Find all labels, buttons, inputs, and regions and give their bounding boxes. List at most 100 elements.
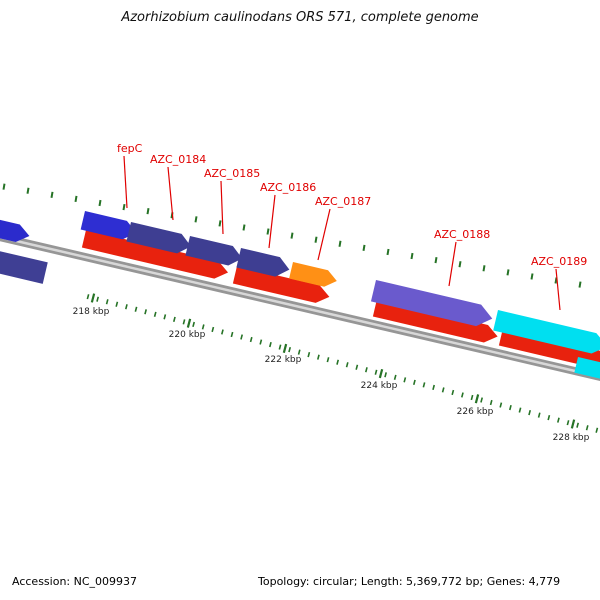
ruler-tick — [338, 240, 342, 247]
ruler-tick — [194, 216, 198, 223]
ruler-tick — [86, 294, 90, 300]
ruler-tick — [578, 281, 582, 288]
leader-AZC_0185 — [220, 180, 224, 235]
ruler-tick — [163, 314, 167, 320]
ruler-tick — [451, 389, 455, 396]
gene-arrow-fepC[interactable] — [80, 211, 139, 242]
gene-arrow-partial-right[interactable] — [574, 357, 600, 386]
gene-track-arrow[interactable] — [81, 230, 230, 281]
scale-label-218: 218 kbp — [73, 307, 110, 317]
ruler-tick — [434, 256, 438, 264]
ruler-tick — [422, 382, 426, 388]
ruler-tick — [480, 397, 484, 403]
ruler-tick — [146, 208, 150, 215]
gene-arrow-AZC_0188[interactable] — [370, 280, 495, 329]
scale-labels: 218 kbp 220 kbp 222 kbp 224 kbp 226 kbp … — [73, 307, 590, 443]
ruler-tick — [268, 341, 272, 348]
ruler-tick — [336, 359, 340, 365]
ruler-tick — [220, 329, 224, 335]
ruler-tick — [386, 248, 390, 256]
scale-label-224: 224 kbp — [361, 381, 398, 391]
ruler-tick — [518, 407, 522, 413]
genome-title: Azorhizobium caulinodans ORS 571, comple… — [120, 10, 478, 25]
gene-arrow-partial-left-bottom[interactable] — [0, 243, 48, 284]
leader-fepC — [123, 155, 128, 209]
gene-label-AZC_0184[interactable]: AZC_0184 — [150, 153, 206, 166]
ruler-tick — [460, 392, 464, 398]
cds-track — [0, 211, 600, 357]
leader-AZC_0186 — [268, 194, 276, 249]
ruler-tick — [2, 183, 6, 190]
ruler-tick — [288, 346, 292, 353]
ruler-tick — [393, 374, 397, 380]
ruler-tick — [240, 334, 244, 340]
scale-label-226: 226 kbp — [457, 407, 494, 417]
ruler-tick — [172, 316, 176, 322]
genome-backbone — [0, 233, 600, 381]
ruler-tick — [508, 404, 512, 411]
ruler-tick — [153, 311, 157, 317]
gene-arrow-AZC_0186[interactable] — [236, 248, 291, 279]
ruler-tick — [374, 369, 378, 375]
scale-label-220: 220 kbp — [169, 330, 206, 340]
gene-label-fepC[interactable]: fepC — [117, 142, 143, 155]
ruler-tick — [412, 379, 416, 385]
ruler-tick — [249, 336, 253, 343]
ruler-tick — [326, 357, 330, 363]
ruler-tick — [595, 427, 599, 433]
ruler-tick — [134, 306, 138, 312]
ruler-tick — [26, 187, 30, 194]
ruler-tick — [506, 269, 510, 276]
ruler-tick — [282, 343, 288, 354]
ruler-tick — [105, 299, 109, 305]
status-bar: Accession: NC_009937 Topology: circular;… — [0, 573, 600, 593]
ruler-tick — [230, 331, 234, 338]
scale-label-222: 222 kbp — [265, 355, 302, 365]
gene-track-arrow[interactable] — [372, 299, 500, 345]
gene-arrow-AZC_0185[interactable] — [185, 236, 244, 268]
ruler-ticks — [2, 183, 599, 433]
ruler-tick — [378, 368, 384, 379]
gene-arrow-AZC_0187[interactable] — [289, 262, 339, 289]
ruler-tick — [576, 422, 580, 428]
ruler-tick — [537, 412, 541, 418]
ruler-tick — [218, 220, 222, 227]
ruler-tick — [124, 304, 128, 310]
ruler-tick — [489, 399, 493, 406]
ruler-tick — [403, 377, 407, 383]
leader-AZC_0188 — [448, 241, 457, 287]
ruler-tick — [441, 387, 445, 393]
ruler-tick — [556, 417, 560, 423]
ruler-tick — [98, 199, 102, 207]
ruler-tick — [410, 252, 414, 260]
ruler-tick — [192, 321, 196, 328]
genome-summary-text: Topology: circular; Length: 5,369,772 bp… — [258, 575, 561, 588]
ruler-tick — [96, 296, 100, 302]
gene-label-AZC_0188[interactable]: AZC_0188 — [434, 228, 490, 241]
gene-label-AZC_0187[interactable]: AZC_0187 — [315, 195, 371, 208]
leader-AZC_0187 — [317, 208, 331, 261]
gene-arrow-AZC_0189[interactable] — [493, 310, 600, 357]
ruler-tick — [432, 384, 436, 391]
ruler-tick — [474, 394, 480, 404]
gene-arrow-partial-left-top[interactable] — [0, 214, 31, 245]
accession-text: Accession: NC_009937 — [12, 575, 138, 588]
ruler-tick — [345, 362, 349, 368]
ruler-tick — [50, 191, 54, 198]
ruler-tick — [585, 425, 589, 431]
gene-label-AZC_0185[interactable]: AZC_0185 — [204, 167, 260, 180]
label-leader-lines — [123, 155, 561, 311]
ruler-tick — [499, 402, 503, 408]
gene-track-arrow[interactable] — [232, 266, 332, 306]
ruler-tick — [364, 367, 368, 373]
ruler-tick — [186, 318, 192, 328]
gene-arrow-AZC_0184[interactable] — [126, 222, 193, 256]
ruler-tick — [566, 420, 570, 426]
ruler-tick — [74, 195, 78, 203]
ruler-tick — [201, 324, 205, 330]
gene-label-AZC_0186[interactable]: AZC_0186 — [260, 181, 316, 194]
gene-label-AZC_0189[interactable]: AZC_0189 — [531, 255, 587, 268]
ruler-tick — [316, 354, 320, 360]
scale-label-228: 228 kbp — [553, 433, 590, 443]
gene-labels: fepC AZC_0184 AZC_0185 AZC_0186 AZC_0187… — [117, 142, 587, 268]
